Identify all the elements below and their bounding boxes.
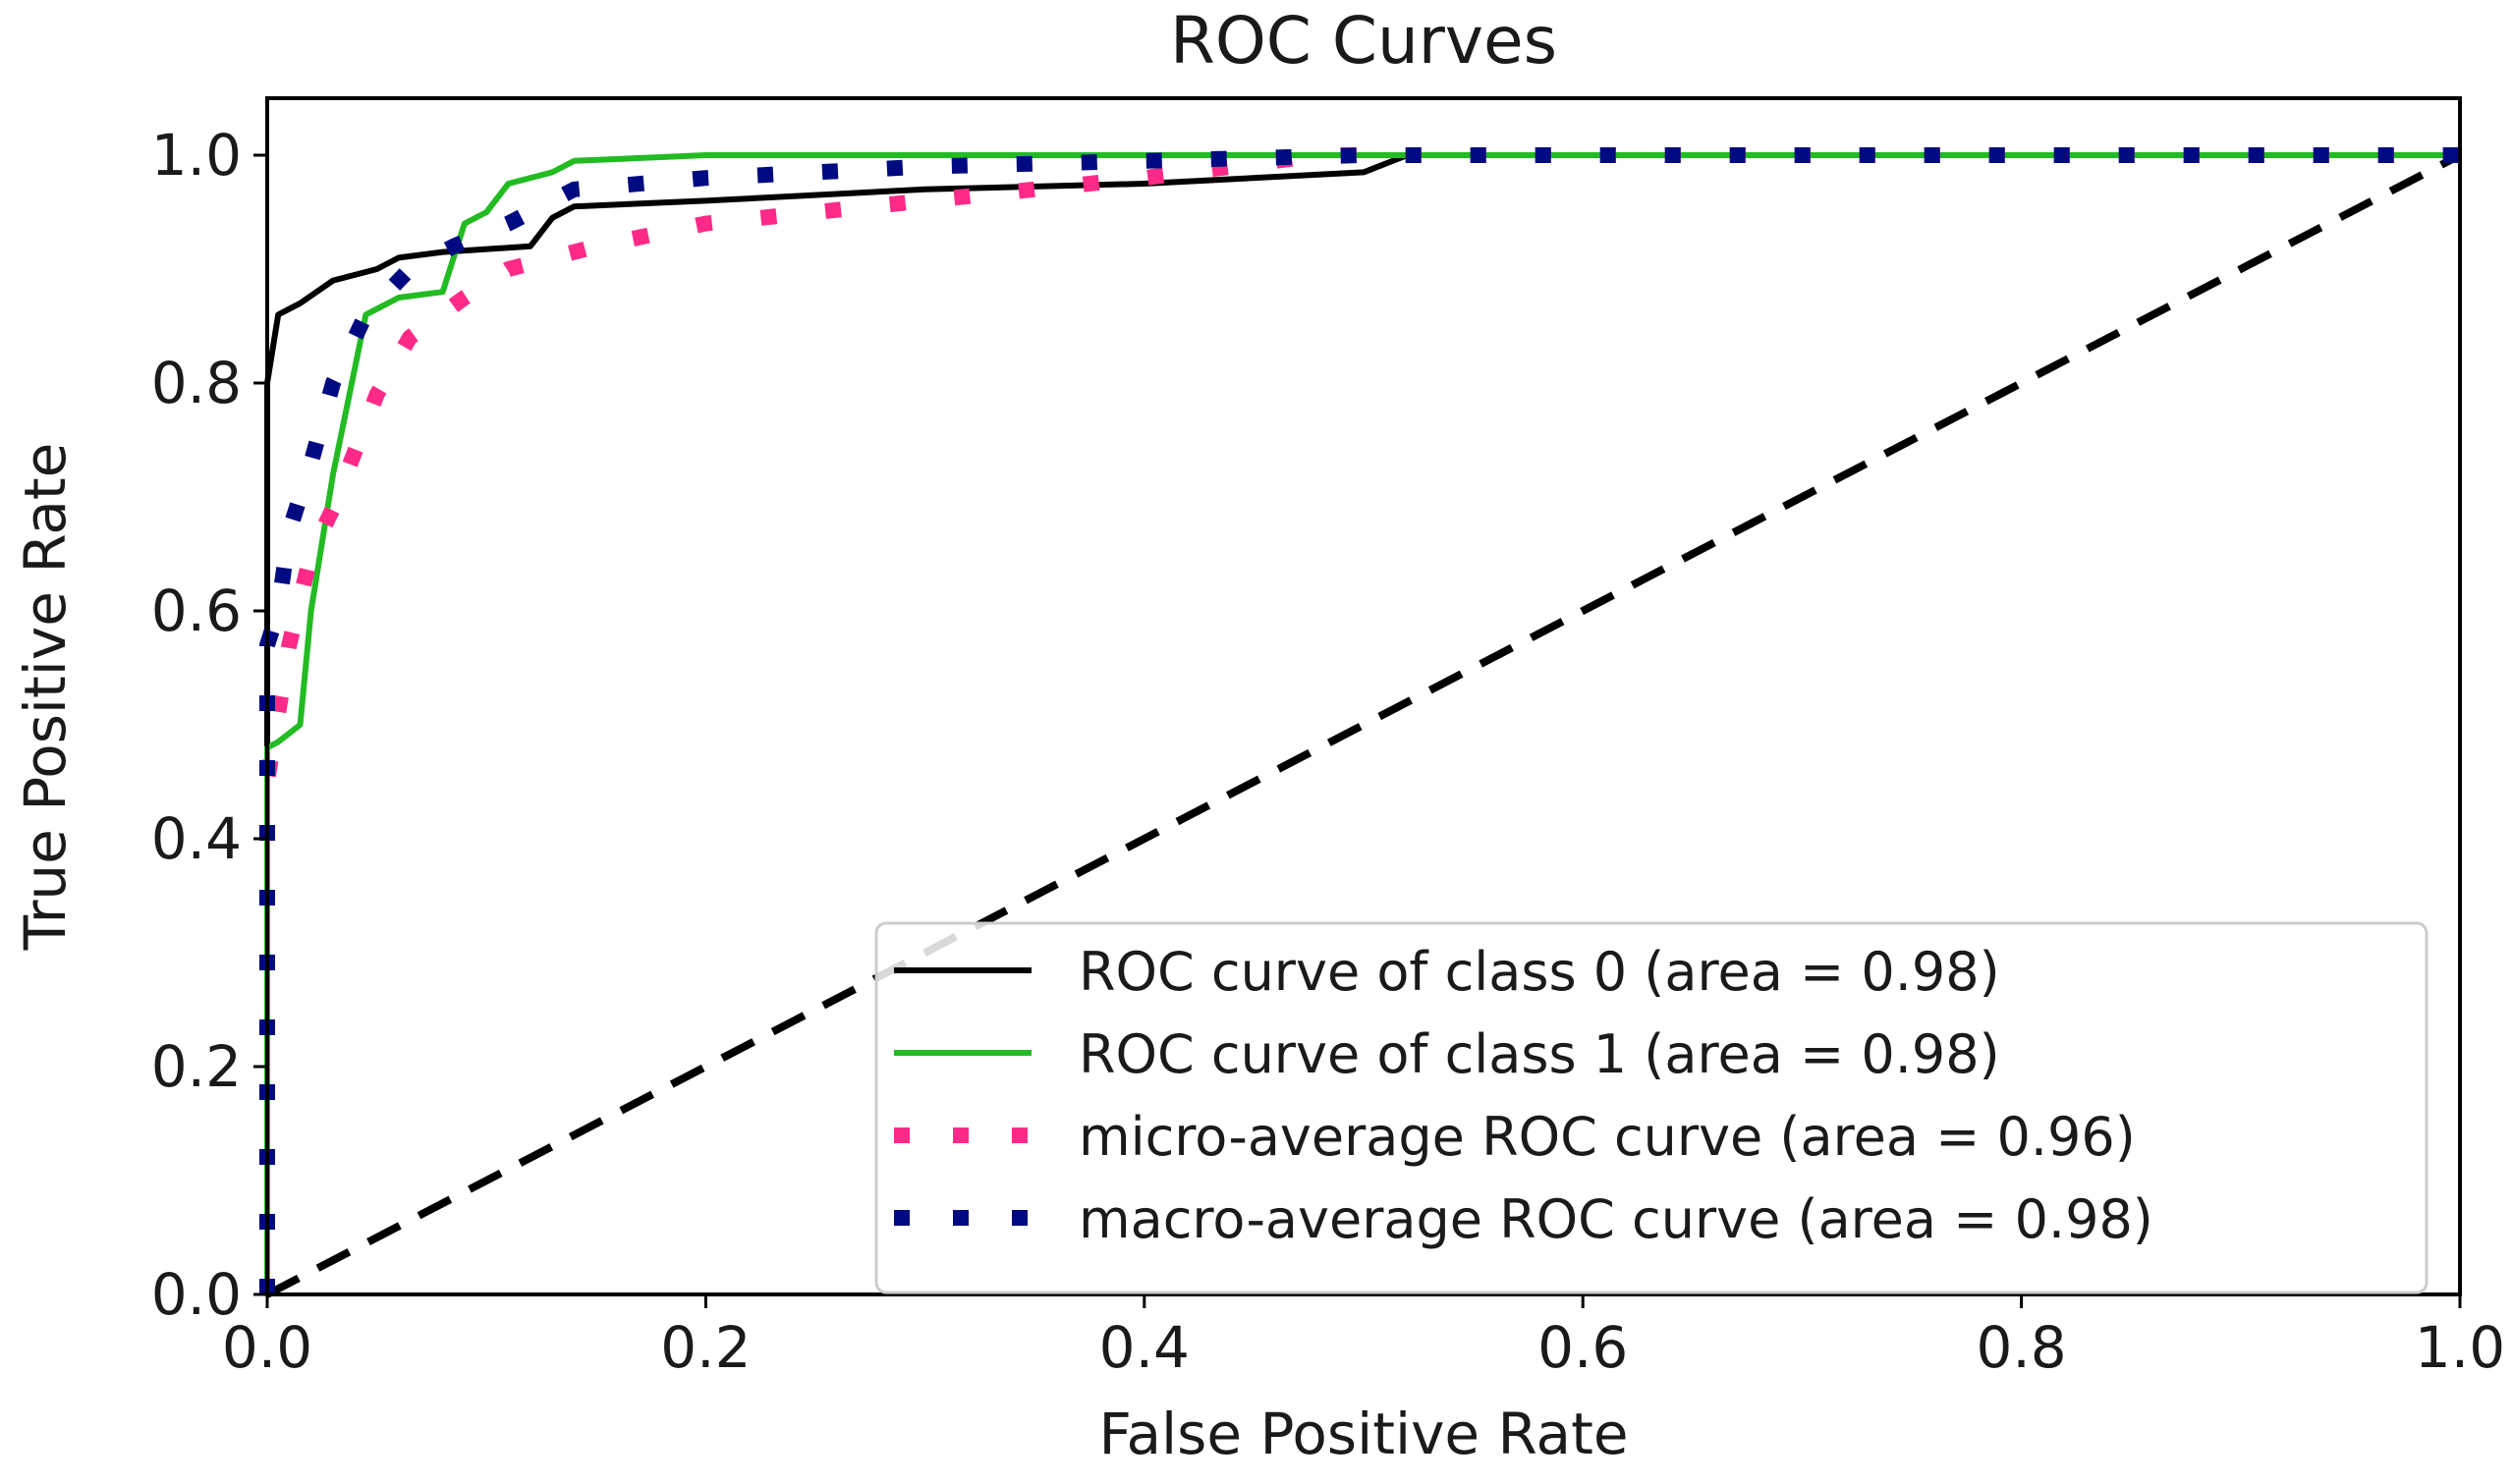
- y-tick-label: 0.2: [151, 1033, 242, 1100]
- x-tick-label: 0.0: [222, 1314, 312, 1381]
- series-layer: [259, 147, 2462, 1298]
- series-line-chance: [265, 151, 2462, 1298]
- x-tick-label: 1.0: [2415, 1314, 2505, 1381]
- plot-frame: [265, 96, 2462, 1296]
- x-axis-title: False Positive Rate: [1098, 1401, 1628, 1467]
- y-tick-label: 0.8: [151, 350, 242, 416]
- y-tick-label: 1.0: [151, 122, 242, 189]
- x-tick-label: 0.2: [660, 1314, 751, 1381]
- ticks-layer: 0.0 0.2 0.4 0.6 0.8 1.0 0.0 0.2 0.4 0.6 0.8 1.0: [151, 122, 2505, 1381]
- legend-label: ROC curve of class 1 (area = 0.98): [1079, 1023, 2000, 1085]
- x-tick-label: 0.4: [1099, 1314, 1190, 1381]
- legend-label: micro-average ROC curve (area = 0.96): [1079, 1106, 2136, 1168]
- y-tick-label: 0.4: [151, 805, 242, 872]
- series-line-series-1: [264, 152, 2460, 1294]
- legend-label: ROC curve of class 0 (area = 0.98): [1079, 941, 2000, 1003]
- y-tick-label: 0.0: [151, 1261, 242, 1328]
- legend-label: macro-average ROC curve (area = 0.98): [1079, 1188, 2153, 1250]
- y-axis-title: True Positive Rate: [12, 443, 79, 952]
- legend: ROC curve of class 0 (area = 0.98) ROC cu…: [874, 921, 2429, 1294]
- chart-title: ROC Curves: [1170, 3, 1557, 79]
- x-tick-label: 0.6: [1537, 1314, 1628, 1381]
- series-line-series-0: [264, 152, 2460, 1294]
- x-tick-label: 0.8: [1976, 1314, 2066, 1381]
- legend-box: [874, 921, 2429, 1294]
- y-tick-label: 0.6: [151, 577, 242, 644]
